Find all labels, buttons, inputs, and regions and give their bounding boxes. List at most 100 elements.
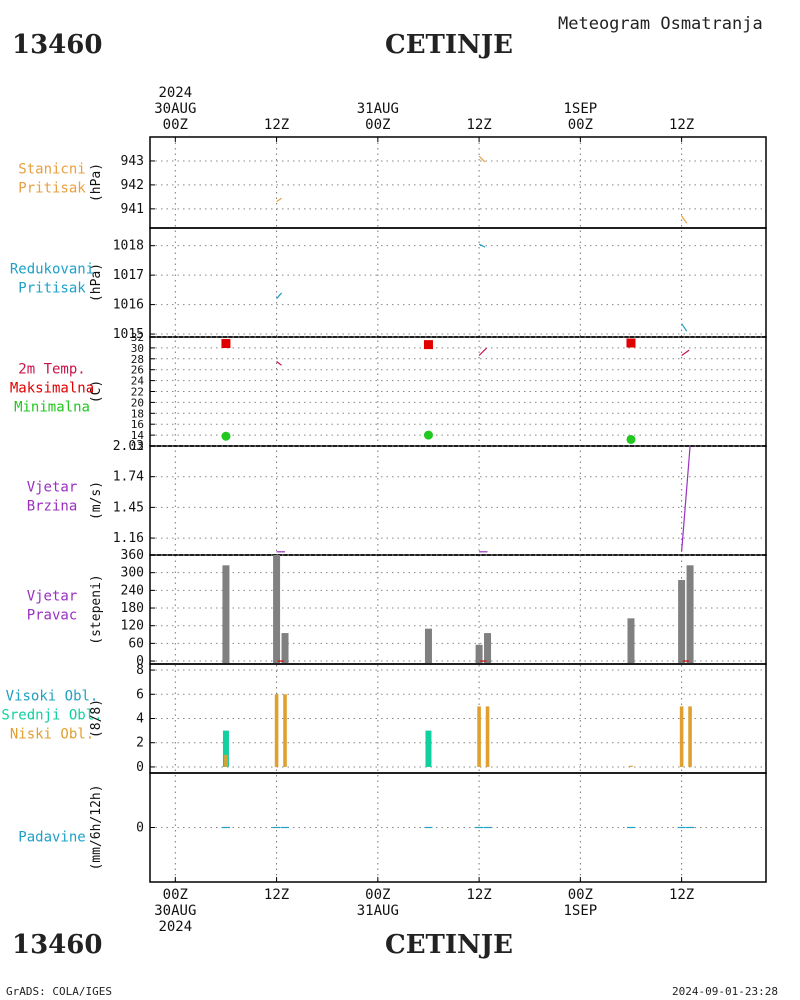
product-title: Meteogram Osmatranja <box>558 14 763 34</box>
y-tick-label: 60 <box>128 636 144 651</box>
panel-label: Srednji Obl. <box>1 708 102 724</box>
panel-label: Brzina <box>27 499 78 515</box>
y-tick-label: 0 <box>136 760 144 775</box>
panel-label: Niski Obl. <box>10 727 94 743</box>
series-line <box>681 215 688 224</box>
y-tick-label: 941 <box>121 202 144 217</box>
series-line <box>681 323 688 332</box>
wind-direction-bar <box>678 580 686 663</box>
y-tick-label: 30 <box>131 342 144 355</box>
time-label-bottom: 00Z <box>163 887 188 903</box>
panel-label: Pritisak <box>18 281 86 297</box>
cloud-low-bar <box>629 765 633 767</box>
time-label-bottom: 30AUG <box>154 903 196 919</box>
tmax-marker <box>626 338 636 348</box>
series-line <box>478 155 486 163</box>
time-label-bottom: 31AUG <box>357 903 399 919</box>
y-tick-label: 26 <box>131 364 144 377</box>
wind-direction-bar <box>475 644 483 663</box>
y-tick-label: 28 <box>131 353 144 366</box>
wind-direction-bar <box>273 555 281 663</box>
wind-direction-bar <box>686 565 694 663</box>
cloud-low-bar <box>477 706 481 767</box>
time-label-bottom: 00Z <box>365 887 390 903</box>
footer-right: 2024-09-01-23:28 <box>672 985 778 998</box>
panel-frame-wind_speed <box>149 445 767 556</box>
time-label-bottom: 00Z <box>568 887 593 903</box>
time-label-bottom: 12Z <box>466 887 491 903</box>
y-tick-label: 1018 <box>113 239 144 254</box>
panel-label: Vjetar <box>27 480 78 496</box>
panel-label: Stanicni <box>18 162 85 178</box>
series-line <box>681 349 690 356</box>
y-tick-label: 2.03 <box>113 439 144 454</box>
tmin-marker <box>626 434 636 444</box>
panel-label: Visoki Obl. <box>6 689 99 705</box>
y-axis-label: (hPa) <box>89 163 104 202</box>
time-label-bottom: 12Z <box>669 887 694 903</box>
cloud-low-bar <box>274 694 279 767</box>
y-tick-label: 942 <box>121 178 144 193</box>
panel-frame-station_pressure <box>149 136 767 229</box>
station-name-text: CETINJE <box>385 930 513 960</box>
footer-right-text: 2024-09-01-23:28 <box>672 985 778 998</box>
tmin-marker <box>423 430 433 440</box>
cloud-low-bar <box>485 706 490 767</box>
tmin-marker <box>221 431 231 441</box>
panel-marks-clouds <box>222 694 692 767</box>
station-name-bottom: CETINJE <box>385 930 513 960</box>
time-label-top: 2024 <box>158 85 192 101</box>
y-axis-label: (stepeni) <box>89 574 104 644</box>
wind-direction-bar <box>627 618 635 663</box>
y-tick-label: 300 <box>121 566 144 581</box>
panel-label: Pravac <box>27 608 78 624</box>
time-label-top: 00Z <box>568 117 593 133</box>
y-tick-label: 14 <box>131 429 145 442</box>
y-tick-label: 32 <box>131 331 144 344</box>
footer-left: GrADS: COLA/IGES <box>6 985 112 998</box>
y-axis-label: (hPa) <box>89 263 104 302</box>
cloud-low-bar <box>283 694 287 767</box>
y-tick-label: 240 <box>121 583 144 598</box>
panel-label: Vjetar <box>27 589 78 605</box>
station-name-top: CETINJE <box>385 30 513 60</box>
y-tick-label: 1015 <box>113 327 144 342</box>
time-label-top: 1SEP <box>563 101 597 117</box>
y-tick-label: 8 <box>136 663 144 678</box>
y-tick-label: 1.45 <box>113 500 144 515</box>
y-tick-label: 180 <box>121 601 144 616</box>
y-tick-label: 18 <box>131 407 144 420</box>
y-axis-label: (8/8) <box>89 699 104 738</box>
time-label-bottom: 2024 <box>158 919 192 935</box>
panel-label: Padavine <box>18 830 85 846</box>
y-tick-label: 2 <box>136 736 144 751</box>
y-tick-label: 1017 <box>113 268 144 283</box>
time-label-top: 00Z <box>163 117 188 133</box>
cloud-mid-bar <box>222 730 229 767</box>
time-label-top: 12Z <box>669 117 694 133</box>
panel-label: Redukovani <box>10 262 94 278</box>
cloud-low-bar <box>688 706 692 767</box>
panel-marks-temperature <box>221 338 690 444</box>
wind-direction-bar <box>222 565 230 663</box>
series-line <box>478 347 488 356</box>
wind-direction-bar <box>281 633 289 663</box>
panel-marks-wind_speed <box>276 446 691 553</box>
time-label-bottom: 1SEP <box>563 903 597 919</box>
y-tick-label: 120 <box>121 619 144 634</box>
time-label-top: 30AUG <box>154 101 196 117</box>
time-label-top: 12Z <box>264 117 289 133</box>
y-tick-label: 1.74 <box>113 470 144 485</box>
station-id-top: 13460 <box>12 30 102 60</box>
wind-direction-bar <box>424 628 432 663</box>
series-line <box>276 361 282 366</box>
y-tick-label: 24 <box>131 375 145 388</box>
series-line <box>276 292 283 300</box>
y-tick-label: 0 <box>136 821 144 836</box>
time-label-top: 31AUG <box>357 101 399 117</box>
panel-frame-wind_direction <box>149 554 767 665</box>
panel-label: Minimalna <box>14 400 90 416</box>
y-tick-label: 1016 <box>113 298 144 313</box>
panel-marks-wind_direction <box>222 555 694 663</box>
